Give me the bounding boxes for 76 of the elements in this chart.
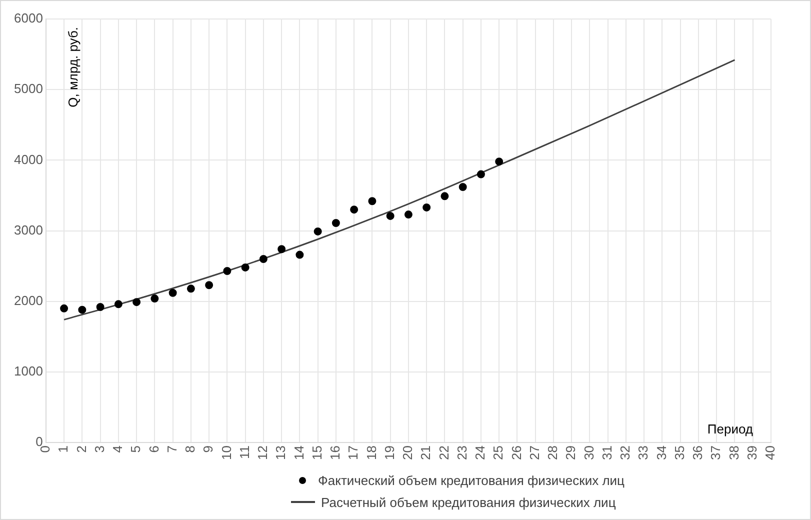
x-tick-label: 37: [708, 446, 724, 460]
x-tick-label: 22: [436, 446, 452, 460]
x-tick-label: 24: [472, 446, 488, 460]
x-tick-label: 30: [581, 446, 596, 460]
point: [476, 170, 485, 178]
x-tick-label: 23: [454, 446, 470, 460]
x-tick-label: 19: [382, 446, 397, 460]
point: [132, 298, 141, 306]
point: [314, 227, 322, 236]
point: [278, 245, 286, 254]
point: [386, 212, 394, 220]
legend-label: Расчетный объем кредитования физических лиц: [321, 494, 616, 510]
x-tick-label: 2: [74, 446, 89, 453]
x-tick-label: 29: [563, 446, 578, 460]
x-tick-label: 9: [200, 446, 216, 453]
x-tick-label: 10: [218, 446, 234, 460]
y-axis-title: Q, млрд. руб.: [66, 27, 80, 108]
x-tick-label: 39: [744, 446, 760, 460]
x-tick-label: 1: [56, 446, 71, 453]
point: [404, 210, 412, 219]
point: [114, 300, 122, 308]
x-tick-label: 8: [182, 446, 198, 453]
x-tick-label: 21: [418, 446, 434, 460]
x-tick-label: 34: [654, 446, 669, 460]
point: [458, 183, 467, 192]
x-tick-label: 36: [690, 446, 706, 460]
point: [96, 303, 104, 312]
point: [60, 304, 68, 312]
x-tick-label: 6: [146, 446, 162, 453]
x-tick-label: 5: [128, 446, 144, 453]
y-tick-label: 6000: [14, 10, 43, 26]
x-tick-label: 4: [110, 446, 126, 453]
legend-label: Фактический объем кредитования физических лиц: [318, 472, 625, 488]
x-tick-label: 12: [255, 446, 270, 460]
point: [223, 267, 232, 276]
point: [205, 281, 214, 290]
point: [241, 263, 250, 272]
point: [259, 255, 268, 264]
x-tick-label: 0: [38, 446, 52, 453]
point: [440, 192, 449, 200]
point: [332, 219, 340, 228]
x-tick-label: 35: [672, 446, 687, 460]
point: [495, 158, 504, 166]
y-tick-label: 5000: [14, 81, 43, 96]
x-tick-label: 38: [726, 446, 742, 460]
x-tick-label: 7: [164, 446, 180, 453]
point: [422, 203, 431, 212]
x-tick-label: 17: [346, 446, 361, 460]
point: [186, 284, 195, 293]
point: [296, 250, 304, 259]
x-tick-label: 20: [400, 446, 416, 460]
x-tick-label: 32: [618, 446, 633, 460]
x-tick-label: 13: [273, 446, 288, 460]
y-tick-label: 2000: [14, 292, 43, 308]
x-tick-label: 16: [328, 446, 343, 460]
x-tick-label: 33: [636, 446, 651, 460]
x-tick-label: 15: [309, 446, 324, 460]
x-tick-label: 14: [291, 446, 306, 460]
point: [150, 294, 159, 303]
y-tick-label: 3000: [14, 222, 43, 238]
x-tick-label: 27: [526, 446, 542, 460]
point: [168, 288, 177, 297]
point: [368, 197, 376, 206]
x-tick-label: 28: [545, 446, 560, 460]
point: [350, 206, 358, 214]
x-tick-label: 3: [92, 446, 107, 453]
x-axis-title: Период: [707, 422, 754, 437]
x-tick-label: 26: [508, 446, 524, 460]
x-tick-label: 18: [364, 446, 379, 460]
x-tick-label: 11: [236, 446, 252, 460]
point: [78, 306, 86, 314]
y-tick-label: 1000: [14, 364, 43, 379]
y-tick-label: 4000: [14, 152, 43, 167]
x-tick-label: 40: [762, 446, 778, 460]
x-tick-label: 31: [599, 446, 614, 460]
x-tick-label: 25: [490, 446, 506, 460]
